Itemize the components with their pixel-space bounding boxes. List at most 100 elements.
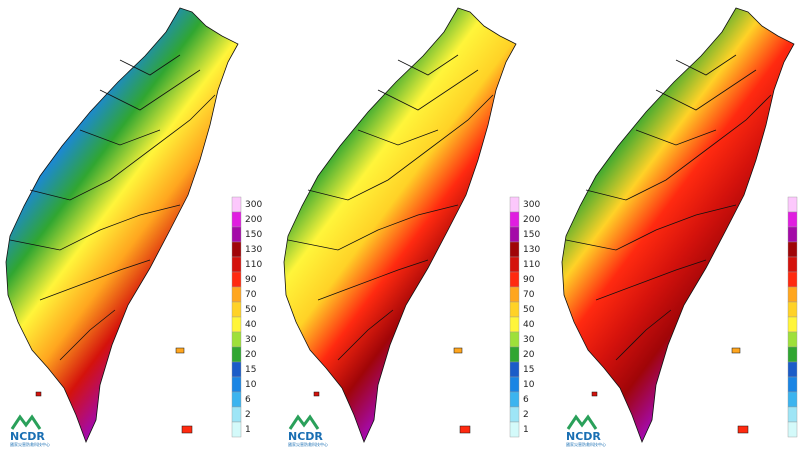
island (459, 425, 471, 434)
legend-swatch (509, 406, 520, 423)
legend-label: 150 (245, 230, 262, 240)
logo-subtitle: 國家災害防救科技中心 (566, 441, 606, 447)
legend-swatch (787, 346, 798, 363)
legend-label: 40 (523, 320, 535, 330)
legend-label: 150 (523, 230, 540, 240)
legend-swatch (787, 271, 798, 288)
legend-label: 1 (245, 425, 251, 435)
island (35, 391, 42, 397)
legend-swatch (231, 331, 242, 348)
county-border (39, 259, 151, 301)
legend-swatch (509, 271, 520, 288)
county-border (119, 54, 181, 76)
logo-mark (288, 414, 320, 430)
legend-swatch (787, 361, 798, 378)
county-border (337, 309, 394, 361)
legend-swatch (231, 256, 242, 273)
legend-swatch (231, 271, 242, 288)
legend-label: 200 (245, 215, 262, 225)
county-border (675, 54, 737, 76)
island (453, 347, 463, 354)
logo-mark (10, 414, 42, 430)
legend-swatch (787, 421, 798, 438)
legend-swatch (509, 301, 520, 318)
legend-swatch (787, 196, 798, 213)
county-border (307, 94, 494, 201)
legend-swatch (231, 226, 242, 243)
map-panel: NCDR國家災害防救科技中心30020015013011090705040302… (5, 7, 262, 447)
legend-label: 20 (245, 350, 257, 360)
county-border (9, 204, 181, 251)
legend-label: 90 (245, 275, 257, 285)
map-panel: NCDR國家災害防救科技中心30020015013011090705040302… (283, 7, 540, 447)
county-border (29, 94, 216, 201)
county-border (287, 204, 459, 251)
legend-swatch (787, 211, 798, 228)
legend-swatch (231, 241, 242, 258)
county-border (99, 69, 201, 111)
legend-label: 300 (523, 200, 540, 210)
legend-label: 30 (245, 335, 257, 345)
legend-label: 50 (245, 305, 257, 315)
logo-subtitle: 國家災害防救科技中心 (10, 441, 50, 447)
island (181, 425, 193, 434)
taiwan-rainfall (561, 7, 795, 444)
legend-swatch (787, 316, 798, 333)
island (731, 347, 741, 354)
legend-swatch (231, 406, 242, 423)
legend-label: 130 (523, 245, 540, 255)
legend-swatch (509, 226, 520, 243)
county-border (79, 129, 161, 146)
legend-label: 2 (245, 410, 251, 420)
county-border (615, 309, 672, 361)
county-border (595, 259, 707, 301)
legend-label: 70 (523, 290, 535, 300)
legend-swatch (231, 211, 242, 228)
county-border (397, 54, 459, 76)
legend-label: 300 (245, 200, 262, 210)
logo-mark (566, 414, 598, 430)
legend-swatch (509, 256, 520, 273)
legend-swatch (509, 286, 520, 303)
legend-label: 6 (245, 395, 251, 405)
logo-name: NCDR (566, 430, 601, 443)
legend-swatch (787, 241, 798, 258)
legend-swatch (787, 406, 798, 423)
legend-swatch (509, 361, 520, 378)
legend-swatch (231, 286, 242, 303)
legend-swatch (231, 376, 242, 393)
legend-swatch (509, 316, 520, 333)
legend-label: 2 (523, 410, 529, 420)
legend-label: 30 (523, 335, 535, 345)
county-border (377, 69, 479, 111)
county-border (317, 259, 429, 301)
legend-label: 50 (523, 305, 535, 315)
legend-label: 200 (523, 215, 540, 225)
logo-name: NCDR (10, 430, 45, 443)
county-border (357, 129, 439, 146)
legend-swatch (231, 301, 242, 318)
county-border (585, 94, 772, 201)
legend-swatch (509, 376, 520, 393)
logo-name: NCDR (288, 430, 323, 443)
legend-swatch (231, 196, 242, 213)
legend-swatch (787, 256, 798, 273)
legend-label: 110 (523, 260, 540, 270)
legend-label: 1 (523, 425, 529, 435)
legend-swatch (231, 316, 242, 333)
legend-swatch (787, 226, 798, 243)
legend-swatch (509, 391, 520, 408)
island (591, 391, 598, 397)
legend-label: 40 (245, 320, 257, 330)
county-border (655, 69, 757, 111)
legend-swatch (787, 331, 798, 348)
legend-swatch (509, 196, 520, 213)
legend-swatch (231, 346, 242, 363)
legend-swatch (231, 391, 242, 408)
legend-label: 6 (523, 395, 529, 405)
legend-swatch (509, 331, 520, 348)
county-border (635, 129, 717, 146)
